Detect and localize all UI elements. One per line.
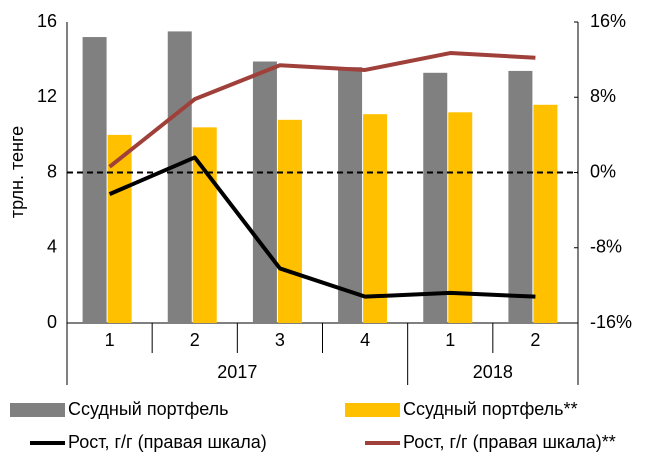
y2-tick-label: 16% xyxy=(590,11,626,31)
x-tick-label: 1 xyxy=(105,330,115,350)
group-label: 2017 xyxy=(217,362,257,382)
bar xyxy=(423,72,448,323)
y-axis-label: трлн. тенге xyxy=(7,126,27,218)
legend-label: Ссудный портфель xyxy=(68,399,229,419)
bar xyxy=(533,104,558,324)
bar xyxy=(508,70,533,323)
x-tick-label: 4 xyxy=(360,330,370,350)
legend-label: Ссудный портфель** xyxy=(403,399,578,419)
group-label: 2018 xyxy=(473,362,513,382)
bar xyxy=(277,119,302,323)
line-series xyxy=(108,155,536,299)
legend-swatch xyxy=(10,403,65,417)
legend-label: Рост, г/г (правая шкала)** xyxy=(403,432,616,452)
y2-tick-label: -16% xyxy=(590,312,632,332)
bar xyxy=(448,112,473,323)
y2-tick-label: 0% xyxy=(590,161,616,181)
bar xyxy=(338,67,363,324)
x-tick-label: 2 xyxy=(190,330,200,350)
x-tick-label: 3 xyxy=(275,330,285,350)
y-tick-label: 0 xyxy=(47,312,57,332)
bar xyxy=(167,31,192,323)
legend-label: Рост, г/г (правая шкала) xyxy=(68,432,267,452)
y-tick-label: 12 xyxy=(37,86,57,106)
bar xyxy=(82,37,107,324)
y-tick-label: 4 xyxy=(47,237,57,257)
y-tick-label: 8 xyxy=(47,161,57,181)
legend-swatch xyxy=(345,403,400,417)
bar xyxy=(363,114,388,324)
line-series xyxy=(108,51,536,169)
x-tick-label: 1 xyxy=(445,330,455,350)
y-tick-label: 16 xyxy=(37,11,57,31)
y2-tick-label: -8% xyxy=(590,237,622,257)
y2-tick-label: 8% xyxy=(590,86,616,106)
bar xyxy=(252,61,277,323)
x-tick-label: 2 xyxy=(530,330,540,350)
